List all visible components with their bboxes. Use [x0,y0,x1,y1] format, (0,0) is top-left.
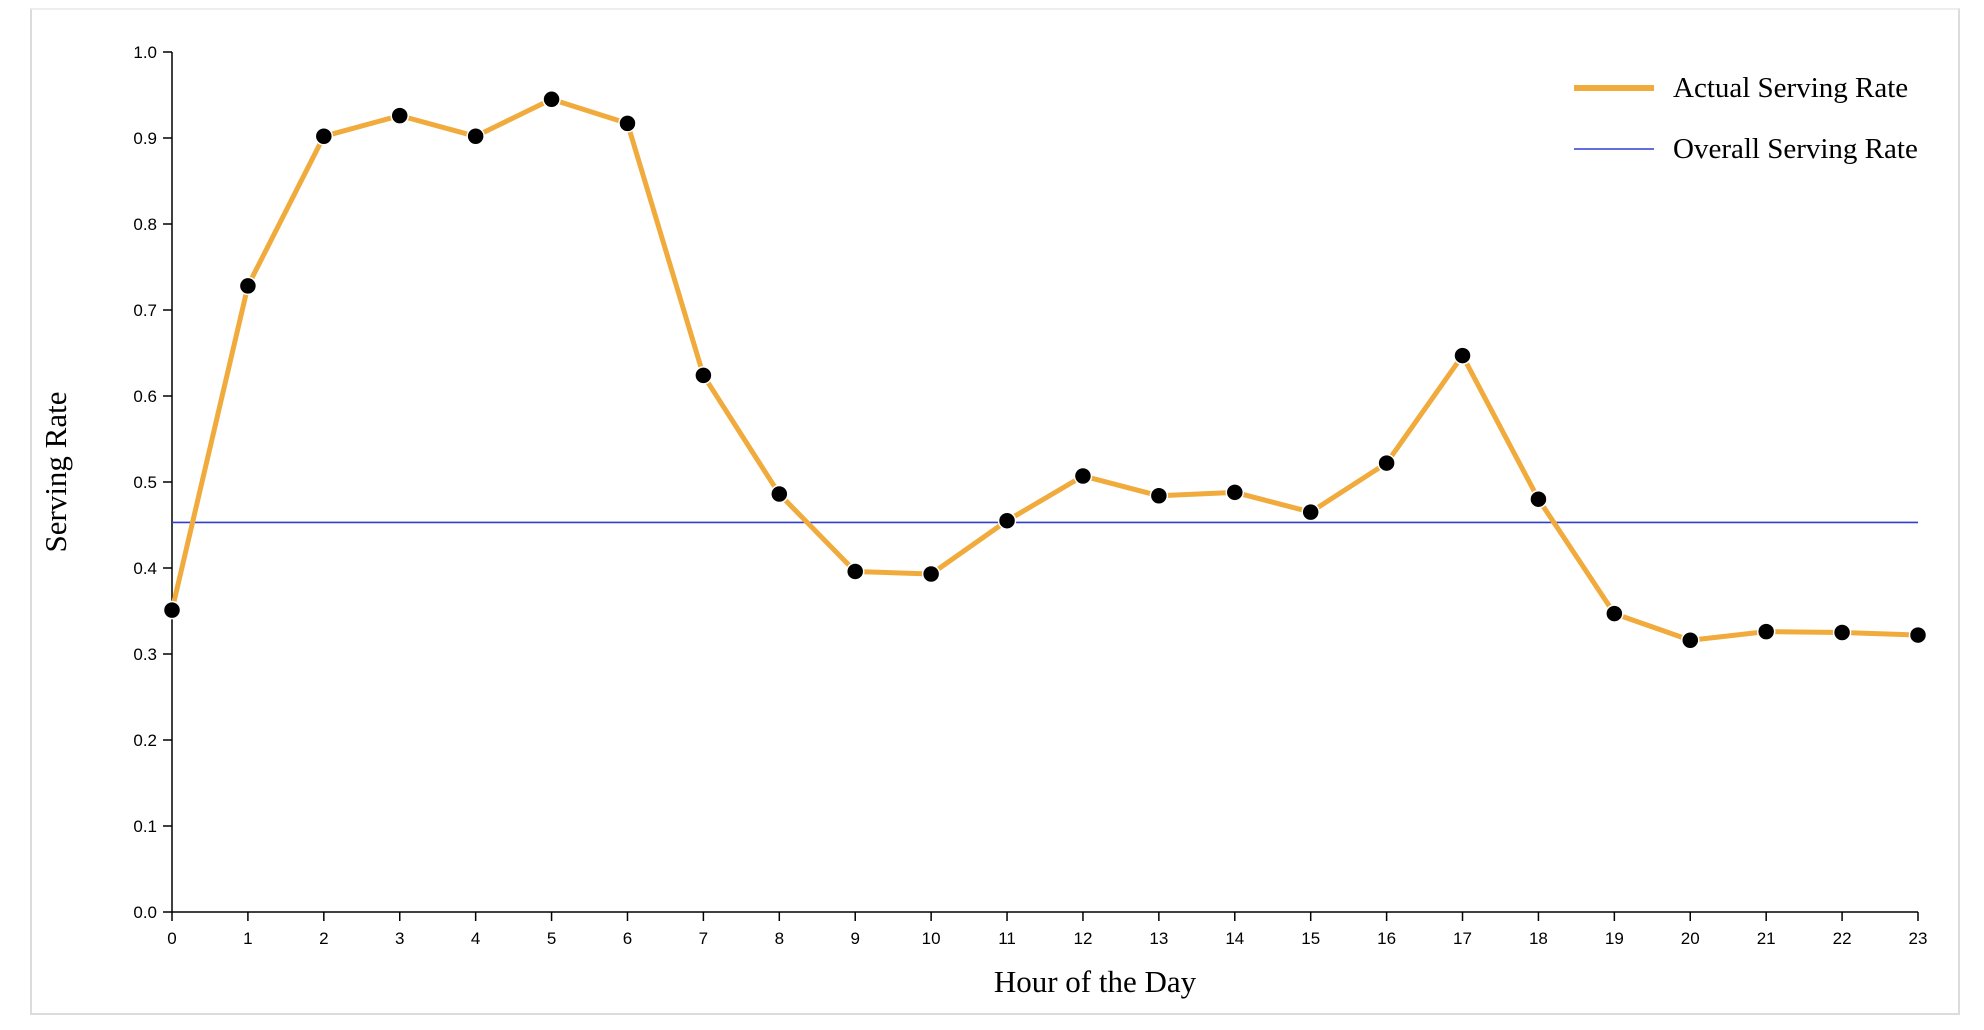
data-point [618,114,637,133]
legend-label-actual: Actual Serving Rate [1673,72,1908,104]
x-tick-label: 20 [1681,929,1700,948]
y-tick-label: 0.3 [133,645,157,664]
x-axis-title: Hour of the Day [994,964,1197,999]
y-tick-label: 0.0 [133,903,157,922]
x-tick-label: 2 [319,929,328,948]
data-point [1681,630,1700,650]
x-tick-label: 1 [243,929,252,948]
data-point [1149,486,1169,506]
data-point [1225,483,1245,502]
data-point [1908,625,1928,645]
x-tick-label: 9 [850,929,859,948]
data-point [1529,489,1548,509]
x-tick-label: 19 [1605,929,1624,948]
y-axis: 0.0 0.1 0.2 0.3 0.4 0.5 0.6 0.7 0.8 0.9 1.0 [133,43,173,922]
data-point [162,600,182,620]
x-tick-label: 22 [1833,929,1852,948]
chart-frame [30,8,1960,1015]
data-point [314,127,334,146]
data-point [1453,346,1472,365]
x-tick-label: 15 [1301,929,1320,948]
x-tick-label: 3 [395,929,404,948]
data-point [466,127,485,146]
x-tick-label: 23 [1909,929,1928,948]
data-point [542,90,561,109]
actual-serving-rate-line [169,96,1921,643]
x-tick-label: 10 [922,929,941,948]
x-tick-label: 11 [998,929,1016,948]
legend-label-overall: Overall Serving Rate [1673,133,1918,165]
data-point [845,562,865,581]
data-point [1756,622,1776,641]
data-point [694,366,713,385]
y-tick-label: 0.1 [133,817,157,836]
x-axis: 0 1 2 3 4 5 6 7 8 9 10 11 12 13 14 15 16 17 18 19 20 21 22 23 [167,911,1928,948]
series-layer [162,90,1928,650]
x-tick-label: 13 [1149,929,1168,948]
data-point [1073,466,1093,486]
x-tick-label: 6 [623,929,632,948]
x-tick-label: 5 [547,929,556,948]
x-tick-label: 21 [1757,929,1776,948]
data-point [770,484,789,504]
y-tick-label: 0.9 [133,129,157,148]
x-tick-label: 18 [1529,929,1548,948]
data-point [1605,604,1624,623]
data-point [1301,502,1320,522]
y-tick-label: 0.6 [133,387,157,406]
x-tick-label: 4 [471,929,480,948]
x-tick-label: 17 [1453,929,1472,948]
x-tick-label: 12 [1073,929,1092,948]
data-point [1832,623,1852,642]
y-tick-label: 1.0 [133,43,157,62]
data-point [390,106,409,125]
y-tick-label: 0.8 [133,215,157,234]
y-tick-label: 0.2 [133,731,157,750]
data-point [997,511,1017,530]
y-tick-label: 0.7 [133,301,157,320]
x-tick-label: 8 [775,929,784,948]
legend: Actual Serving Rate Overall Serving Rate [1574,72,1918,165]
x-tick-label: 7 [699,929,708,948]
y-axis-title: Serving Rate [38,392,73,553]
x-tick-label: 14 [1225,929,1244,948]
data-point [1377,453,1396,473]
data-point [921,564,941,584]
data-point [238,276,258,296]
y-tick-label: 0.5 [133,473,157,492]
x-tick-label: 0 [167,929,176,948]
y-tick-label: 0.4 [133,559,157,578]
x-tick-label: 16 [1377,929,1396,948]
